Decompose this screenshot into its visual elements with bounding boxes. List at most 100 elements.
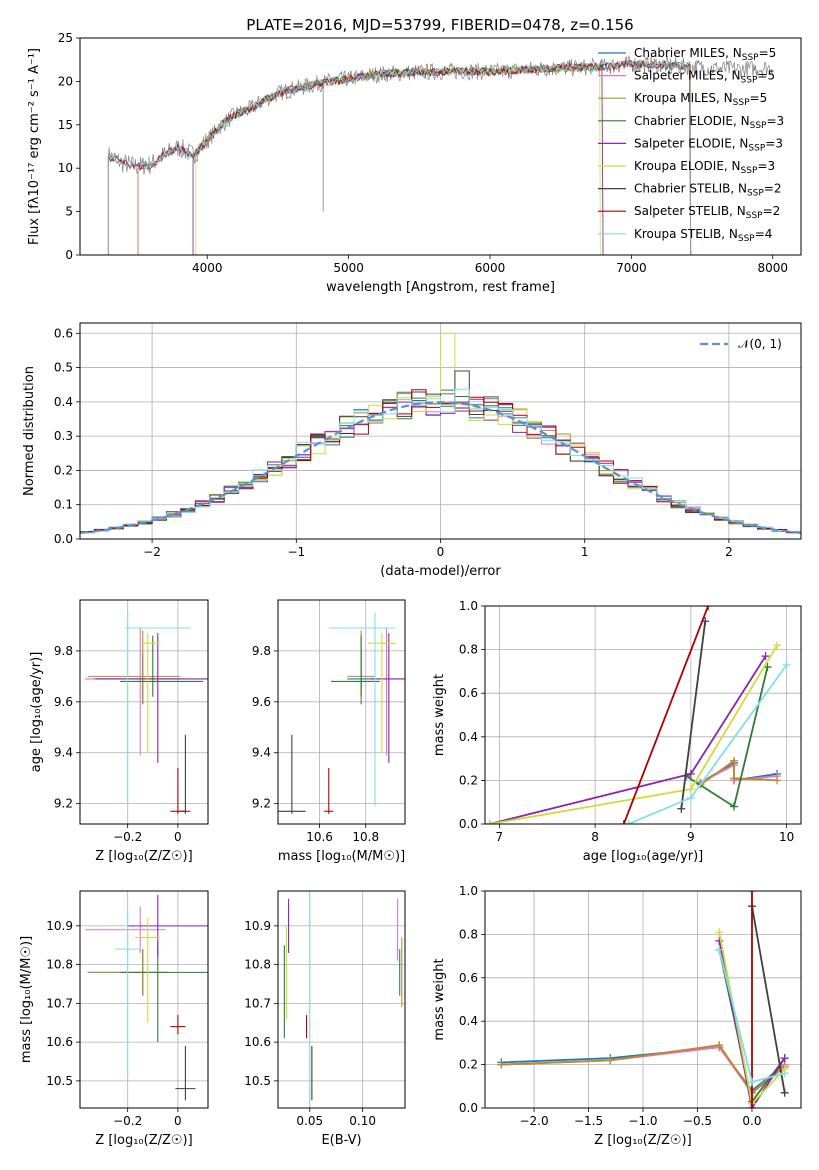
legend-label: Salpeter ELODIE, NSSP=3 [634, 136, 783, 153]
weight-marker [624, 820, 633, 824]
x-tick-label: −0.2 [113, 1114, 142, 1128]
model-spectrum-line [137, 60, 692, 255]
y-tick-label: 9.2 [54, 797, 73, 811]
legend-label: Kroupa MILES, NSSP=5 [634, 91, 767, 108]
x-axis-label: age [log₁₀(age/yr)] [583, 849, 704, 864]
x-tick-label: 10.6 [306, 830, 333, 844]
y-tick-label: 10.6 [244, 1035, 271, 1049]
y-tick-label: 1.0 [459, 884, 478, 898]
y-tick-label: 10.9 [244, 919, 271, 933]
x-tick-label: −1.0 [628, 1114, 657, 1128]
weight-marker [782, 660, 791, 669]
weight-marker [747, 1077, 756, 1086]
y-tick-label: 0.2 [54, 463, 73, 477]
x-tick-label: −0.5 [683, 1114, 712, 1128]
x-tick-label: 7000 [616, 261, 647, 275]
y-tick-label: 10.5 [46, 1074, 73, 1088]
weight-marker [715, 945, 724, 954]
x-tick-label: 2 [725, 545, 733, 559]
y-tick-label: 0.8 [459, 927, 478, 941]
y-tick-label: 0.6 [459, 686, 478, 700]
y-tick-label: 10.8 [46, 958, 73, 972]
chart-age_vs_z: −0.2 0 9.2 9.4 9.6 9.8 Z [log₁₀(Z/Z☉)] age [log… [29, 599, 209, 864]
weight_vs_age-plot-area [485, 606, 791, 824]
y-axis-label: Flux [fλ10⁻¹⁷ erg cm⁻² s⁻¹ A⁻¹] [27, 48, 42, 245]
weight-marker [704, 606, 713, 610]
weight-marker [747, 891, 756, 895]
y-tick-label: 9.2 [252, 797, 271, 811]
y-tick-label: 20 [58, 74, 73, 88]
y-tick-label: 10.7 [46, 996, 73, 1010]
weight-marker [729, 756, 738, 765]
x-tick-label: 0.0 [742, 1114, 761, 1128]
y-tick-label: 9.4 [252, 746, 271, 760]
y-tick-label: 0.4 [54, 395, 73, 409]
x-tick-label: 7 [496, 830, 504, 844]
weight-line [699, 759, 778, 786]
weight-marker [686, 769, 695, 778]
chart-residuals: −2 −1 0 1 2 0.0 0.1 0.2 0.3 0.4 0.5 0.6 (data-model)… [22, 322, 802, 579]
legend-label: Salpeter STELIB, NSSP=2 [634, 204, 780, 221]
weight-marker [761, 652, 770, 661]
x-tick-label: 0 [174, 1114, 182, 1128]
x-axis-label: mass [log₁₀(M/M☉)] [278, 849, 405, 864]
x-tick-label: 6000 [475, 261, 506, 275]
weight-line [751, 906, 786, 1093]
y-tick-label: 10.9 [46, 919, 73, 933]
weight-marker [780, 1054, 789, 1063]
weight-marker [780, 1069, 789, 1078]
mass_vs_z-plot-area [85, 894, 208, 1101]
model-spectrum-line [137, 59, 692, 255]
weight-marker [715, 928, 724, 937]
weight_vs_z-plot-area [497, 891, 789, 1108]
legend-label: Chabrier MILES, NSSP=5 [634, 46, 776, 63]
weight-marker [606, 1056, 615, 1065]
weight-marker [715, 936, 724, 945]
x-axis-label: (data-model)/error [380, 564, 501, 579]
weight-marker [773, 641, 782, 650]
weight-marker [497, 1060, 506, 1069]
x-axis-label: E(B-V) [321, 1133, 361, 1148]
x-tick-label: −1 [287, 545, 305, 559]
y-tick-label: 9.8 [54, 644, 73, 658]
x-tick-label: 8000 [757, 261, 788, 275]
plot-frame [79, 37, 802, 256]
x-axis-label: Z [log₁₀(Z/Z☉)] [95, 1133, 192, 1148]
x-tick-label: −1.5 [574, 1114, 603, 1128]
y-tick-label: 25 [58, 31, 73, 45]
y-tick-label: 0.8 [459, 643, 478, 657]
weight-line [680, 621, 707, 809]
y-tick-label: 5 [65, 205, 73, 219]
y-tick-label: 9.6 [252, 695, 271, 709]
figure-title: PLATE=2016, MJD=53799, FIBERID=0478, z=0… [246, 16, 633, 34]
weight-marker [729, 802, 738, 811]
plot-frame [79, 599, 209, 825]
y-axis-label: mass [log₁₀(M/M☉)] [19, 936, 34, 1063]
y-tick-label: 10.8 [244, 958, 271, 972]
weight-marker [485, 820, 494, 824]
plot-frame [79, 890, 209, 1109]
weight-marker [747, 1104, 756, 1108]
y-tick-label: 9.4 [54, 746, 73, 760]
model-spectrum-line [107, 60, 692, 255]
y-tick-label: 9.6 [54, 695, 73, 709]
y-tick-label: 0.5 [54, 361, 73, 375]
y-tick-label: 10.6 [46, 1035, 73, 1049]
x-axis-label: Z [log₁₀(Z/Z☉)] [95, 849, 192, 864]
legend-label: Chabrier ELODIE, NSSP=3 [634, 114, 784, 131]
y-tick-label: 10.7 [244, 996, 271, 1010]
weight-marker [619, 820, 628, 824]
x-tick-label: 10.8 [352, 830, 379, 844]
x-tick-label: 0 [174, 830, 182, 844]
x-axis-label: Z [log₁₀(Z/Z☉)] [594, 1133, 691, 1148]
x-tick-label: −0.2 [113, 830, 142, 844]
chart-mass_vs_z: −0.2 0 10.5 10.6 10.7 10.8 10.9 Z [log₁₀(Z/Z☉)]… [19, 890, 209, 1148]
weight-marker [677, 804, 686, 813]
x-tick-label: 4000 [192, 261, 223, 275]
model-spectrum-line [137, 58, 692, 255]
y-tick-label: 0.4 [459, 1014, 478, 1028]
x-axis-label: wavelength [Angstrom, rest frame] [326, 280, 555, 295]
x-tick-label: 1 [581, 545, 589, 559]
plot-frame [484, 605, 802, 825]
